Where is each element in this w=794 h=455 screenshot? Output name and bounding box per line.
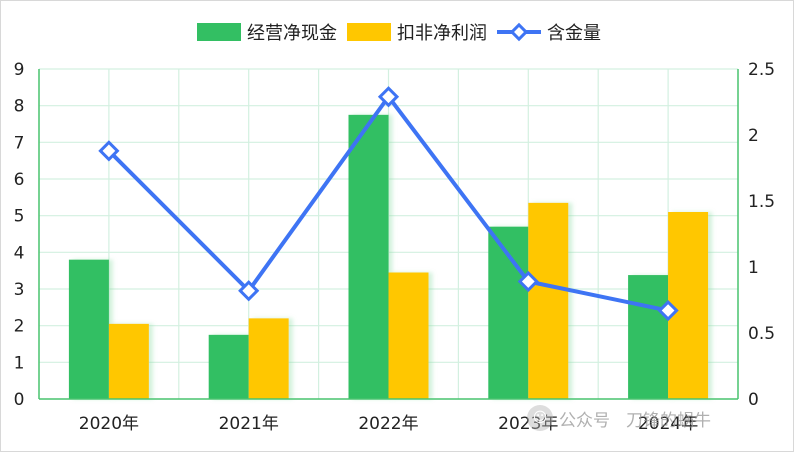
x-tick-label: 2021年 (219, 414, 279, 434)
y-right-tick-label: 2.5 (748, 60, 775, 80)
chart-bars (68, 114, 709, 399)
y-right-tick-label: 0 (748, 390, 759, 410)
y-left-tick-label: 2 (14, 317, 25, 337)
legend-label: 含金量 (547, 23, 601, 44)
y-right-tick-label: 1 (748, 258, 759, 278)
legend-swatch (197, 23, 241, 41)
y-right-tick-label: 0.5 (748, 324, 775, 344)
legend-label: 扣非净利润 (397, 23, 487, 44)
chart-line (98, 86, 679, 322)
bar-net-profit (668, 212, 709, 399)
bar-operating-cash (68, 259, 109, 399)
y-left-tick-label: 0 (14, 390, 25, 410)
chart-axes: 0 1 2 3 4 5 6 7 8 9 0 0.5 1 1.5 2 2.5 2020年 2021年 2022年 202… (14, 60, 775, 434)
bar-net-profit (248, 318, 289, 399)
line-point-marker (657, 299, 679, 322)
bar-net-profit (528, 202, 569, 399)
y-left-tick-label: 4 (14, 243, 25, 263)
y-left-tick-label: 1 (14, 353, 25, 373)
bar-operating-cash (348, 114, 389, 399)
line-point-marker (98, 140, 120, 162)
y-left-tick-label: 6 (14, 170, 25, 190)
y-left-tick-label: 3 (14, 280, 25, 300)
y-left-tick-label: 5 (14, 207, 25, 227)
y-left-tick-label: 7 (14, 133, 25, 153)
bar-operating-cash (628, 275, 669, 399)
line-point-marker (517, 270, 539, 293)
bar-net-profit (388, 272, 429, 399)
x-tick-label: 2024年 (638, 414, 698, 434)
legend-swatch (347, 23, 391, 41)
legend-marker (509, 22, 529, 42)
y-left-tick-label: 8 (14, 97, 25, 117)
line-point-marker (377, 86, 400, 108)
line-point-marker (238, 280, 260, 302)
y-right-tick-label: 1.5 (748, 192, 775, 212)
chart-legend: 经营净现金 扣非净利润 含金量 (197, 22, 601, 44)
bar-operating-cash (208, 334, 249, 399)
bar-net-profit (108, 323, 149, 399)
x-tick-label: 2022年 (358, 414, 418, 434)
legend-label: 经营净现金 (247, 23, 337, 44)
y-right-tick-label: 2 (748, 126, 759, 146)
y-left-tick-label: 9 (14, 60, 25, 80)
x-tick-label: 2020年 (79, 414, 139, 434)
x-tick-label: 2023年 (498, 414, 558, 434)
